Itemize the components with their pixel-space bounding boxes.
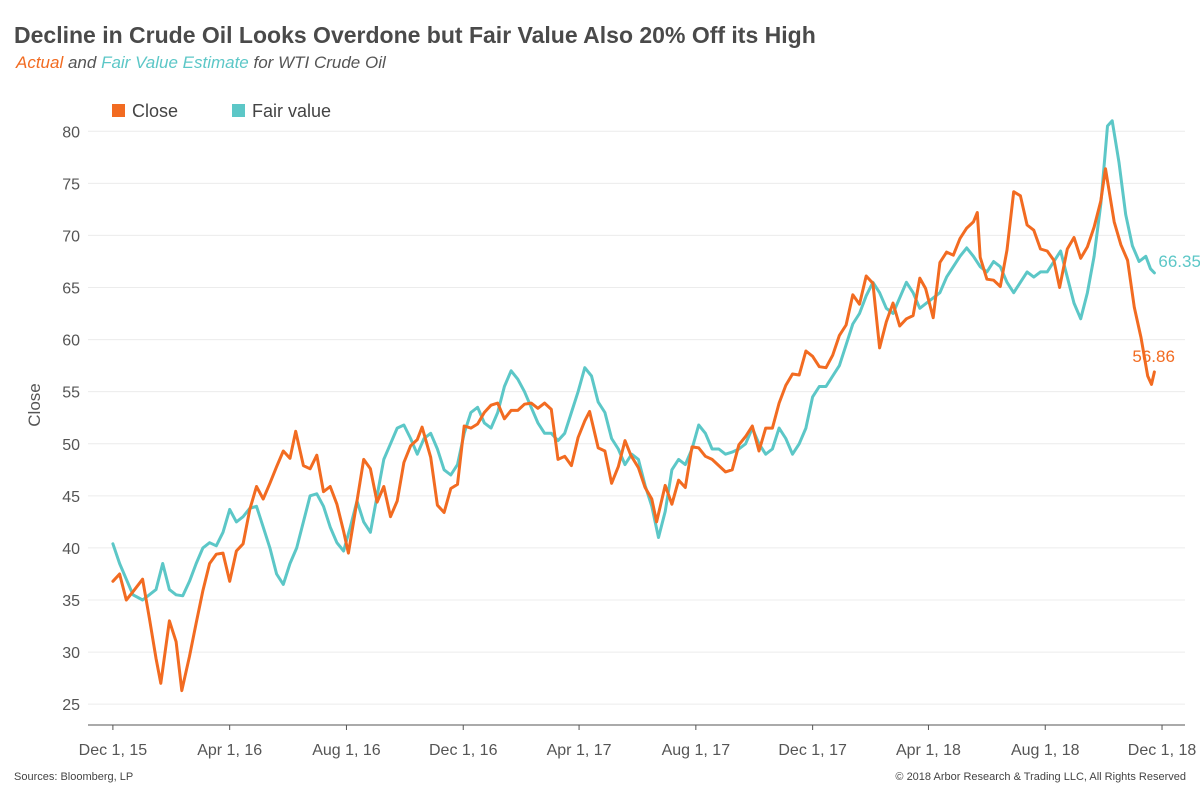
y-tick-label: 25 [62,697,80,714]
x-tick-label: Aug 1, 18 [1011,742,1080,759]
x-tick-label: Dec 1, 17 [778,742,847,759]
legend-swatch [112,104,125,117]
legend-label: Close [132,101,178,121]
end-label-fair-value: 66.35 [1158,252,1200,271]
legend: Close Fair value [112,101,331,121]
x-tick-label: Dec 1, 15 [79,742,148,759]
x-axis: Dec 1, 15 Apr 1, 16 Aug 1, 16 Dec 1, 16 Apr … [79,724,1197,759]
x-tick-label: Aug 1, 17 [662,742,731,759]
x-tick-label: Dec 1, 18 [1128,742,1197,759]
y-tick-label: 60 [62,333,80,350]
subtitle-actual: Actual [16,53,64,72]
x-tick-label: Apr 1, 17 [547,742,612,759]
subtitle-tail: for WTI Crude Oil [248,53,386,72]
y-tick-label: 45 [62,489,80,506]
x-tick-label: Aug 1, 16 [312,742,381,759]
source-note: Sources: Bloomberg, LP [14,771,134,783]
end-labels: 56.86 66.35 [1132,252,1200,366]
subtitle-fair-value: Fair Value Estimate [101,53,249,72]
chart-title: Decline in Crude Oil Looks Overdone but … [14,22,816,48]
y-axis-ticks: 25 30 35 40 45 50 55 60 65 70 75 80 [62,124,80,714]
x-tick-label: Apr 1, 16 [197,742,262,759]
y-tick-label: 40 [62,541,80,558]
subtitle-and: and [63,53,102,72]
end-label-close: 56.86 [1132,347,1175,366]
chart-subtitle: Actual and Fair Value Estimate for WTI C… [16,53,386,73]
x-tick-label: Dec 1, 16 [429,742,498,759]
copyright-note: © 2018 Arbor Research & Trading LLC, All… [895,771,1186,783]
y-tick-label: 35 [62,593,80,610]
y-tick-label: 70 [62,228,80,245]
series-lines [111,119,1156,693]
y-tick-label: 30 [62,645,80,662]
y-tick-label: 75 [62,176,80,193]
legend-swatch [232,104,245,117]
grid-lines [88,130,1185,705]
legend-label: Fair value [252,101,331,121]
x-tick-label: Apr 1, 18 [896,742,961,759]
y-tick-label: 80 [62,124,80,141]
y-tick-label: 50 [62,437,80,454]
series-line-close [111,167,1156,693]
y-tick-label: 65 [62,281,80,298]
y-axis-title: Close [25,383,44,426]
series-line-fair-value [111,119,1156,602]
y-tick-label: 55 [62,385,80,402]
